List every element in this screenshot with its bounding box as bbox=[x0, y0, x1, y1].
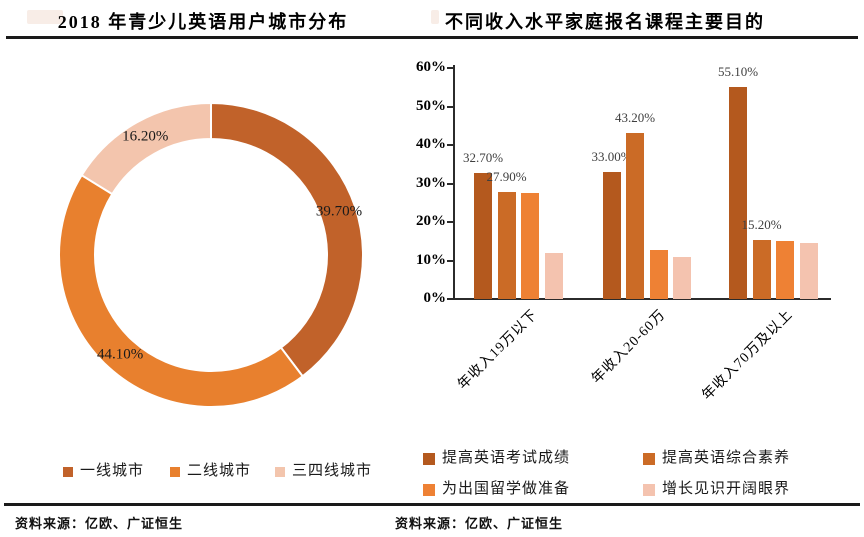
legend-label: 一线城市 bbox=[80, 463, 145, 479]
bar-value-label: 33.00% bbox=[591, 148, 632, 164]
legend-label: 提高英语综合素养 bbox=[662, 450, 791, 466]
bar-value-label: 43.20% bbox=[614, 109, 656, 125]
legend-swatch-增长见识开阔眼界 bbox=[643, 483, 655, 496]
y-tick-mark bbox=[447, 221, 453, 223]
y-tick-mark bbox=[447, 105, 453, 108]
y-tick-label-50%: 50% bbox=[416, 97, 446, 114]
y-tick-mark bbox=[447, 144, 453, 146]
source-note-right: 资料来源：亿欧、广证恒生 bbox=[395, 516, 564, 531]
legend-item-提高英语综合素养: 提高英语综合素养 bbox=[643, 451, 790, 466]
donut-segment-一线城市 bbox=[210, 101, 364, 378]
y-axis-line bbox=[453, 65, 455, 300]
y-tick-label-0%: 0% bbox=[423, 290, 447, 306]
y-tick-label-10%: 10% bbox=[416, 251, 446, 268]
bar-value-label: 15.20% bbox=[741, 217, 782, 233]
bar-value-label: 27.90% bbox=[486, 168, 527, 184]
y-tick-mark bbox=[447, 182, 453, 185]
donut-data-label: 39.70% bbox=[315, 203, 363, 220]
title-rule bbox=[6, 36, 858, 39]
legend-label: 二线城市 bbox=[187, 463, 252, 479]
legend-swatch-为出国留学做准备 bbox=[423, 483, 435, 496]
bar-增长见识开阔眼界-年收入70万及以上 bbox=[799, 243, 818, 299]
footer-rule bbox=[4, 503, 860, 506]
legend-swatch-三四线城市 bbox=[275, 466, 285, 477]
y-tick-label-30%: 30% bbox=[416, 174, 446, 191]
legend-item-二线城市: 二线城市 bbox=[170, 464, 251, 479]
legend-label: 三四线城市 bbox=[292, 463, 373, 479]
legend-item-增长见识开阔眼界: 增长见识开阔眼界 bbox=[643, 482, 790, 497]
y-tick-mark bbox=[447, 67, 453, 69]
bar-提高英语综合素养-年收入20-60万 bbox=[626, 132, 644, 299]
legend-swatch-提高英语综合素养 bbox=[643, 452, 655, 465]
legend-item-一线城市: 一线城市 bbox=[63, 464, 144, 479]
y-tick-mark bbox=[447, 298, 453, 300]
x-axis-line bbox=[453, 298, 831, 300]
y-tick-label-60%: 60% bbox=[416, 59, 446, 75]
bar-提高英语考试成绩-年收入70万及以上 bbox=[729, 86, 747, 299]
faded-artifact bbox=[431, 10, 439, 24]
bar-增长见识开阔眼界-年收入19万以下 bbox=[544, 252, 563, 299]
bar-value-label: 32.70% bbox=[462, 150, 504, 166]
bar-提高英语综合素养-年收入70万及以上 bbox=[752, 240, 771, 299]
right-chart-title: 不同收入水平家庭报名课程主要目的 bbox=[445, 12, 765, 32]
donut-data-label: 44.10% bbox=[97, 346, 144, 363]
bar-提高英语综合素养-年收入19万以下 bbox=[497, 191, 516, 299]
left-chart-title: 2018 年青少儿英语用户城市分布 bbox=[57, 12, 349, 32]
bar-增长见识开阔眼界-年收入20-60万 bbox=[673, 257, 691, 299]
donut-chart bbox=[57, 101, 365, 409]
donut-data-label: 16.20% bbox=[122, 128, 169, 145]
bar-value-label: 55.10% bbox=[717, 63, 759, 79]
category-label-年收入70万及以上: 年收入70万及以上 bbox=[699, 307, 796, 404]
legend-swatch-一线城市 bbox=[63, 466, 73, 477]
donut-segment-三四线城市 bbox=[80, 101, 212, 196]
y-tick-label-40%: 40% bbox=[416, 136, 446, 152]
source-note-left: 资料来源：亿欧、广证恒生 bbox=[15, 516, 184, 531]
legend-item-提高英语考试成绩: 提高英语考试成绩 bbox=[423, 451, 570, 466]
legend-swatch-二线城市 bbox=[170, 466, 180, 477]
bar-提高英语考试成绩-年收入20-60万 bbox=[602, 171, 621, 299]
legend-label: 为出国留学做准备 bbox=[442, 481, 571, 497]
bar-为出国留学做准备-年收入70万及以上 bbox=[776, 241, 794, 299]
y-tick-label-20%: 20% bbox=[416, 213, 446, 229]
legend-label: 提高英语考试成绩 bbox=[442, 450, 571, 466]
legend-item-为出国留学做准备: 为出国留学做准备 bbox=[423, 482, 570, 497]
legend-swatch-提高英语考试成绩 bbox=[423, 452, 435, 465]
legend-item-三四线城市: 三四线城市 bbox=[275, 464, 372, 479]
legend-label: 增长见识开阔眼界 bbox=[662, 481, 791, 497]
y-tick-mark bbox=[447, 259, 453, 262]
category-label-年收入19万以下: 年收入19万以下 bbox=[455, 307, 541, 393]
faded-artifact bbox=[27, 10, 63, 24]
donut-svg bbox=[58, 101, 364, 408]
bar-为出国留学做准备-年收入19万以下 bbox=[521, 193, 539, 299]
bar-为出国留学做准备-年收入20-60万 bbox=[649, 250, 668, 299]
bar-提高英语考试成绩-年收入19万以下 bbox=[474, 173, 492, 299]
donut-segment-二线城市 bbox=[58, 173, 305, 408]
bar-plot-area: 32.70% 27.90% 33.00% 43.20% 55.10% 15.20% bbox=[455, 63, 831, 299]
